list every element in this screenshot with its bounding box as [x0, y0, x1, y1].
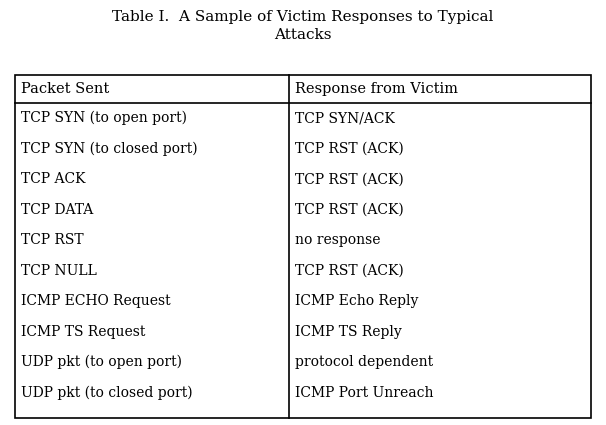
Text: TCP RST (ACK): TCP RST (ACK)	[295, 172, 404, 186]
Text: protocol dependent: protocol dependent	[295, 355, 433, 369]
Text: TCP RST (ACK): TCP RST (ACK)	[295, 142, 404, 156]
Text: ICMP TS Reply: ICMP TS Reply	[295, 325, 401, 339]
Text: Attacks: Attacks	[275, 28, 331, 42]
Text: ICMP Echo Reply: ICMP Echo Reply	[295, 294, 418, 308]
Text: TCP NULL: TCP NULL	[21, 264, 97, 278]
Text: TCP DATA: TCP DATA	[21, 203, 93, 217]
Text: ICMP Port Unreach: ICMP Port Unreach	[295, 386, 433, 400]
Text: TCP SYN/ACK: TCP SYN/ACK	[295, 111, 395, 125]
Text: TCP SYN (to closed port): TCP SYN (to closed port)	[21, 142, 198, 156]
Text: TCP ACK: TCP ACK	[21, 172, 85, 186]
Text: . . .: . . .	[21, 416, 42, 425]
Text: ICMP TS Request: ICMP TS Request	[21, 325, 145, 339]
Text: . . .: . . .	[295, 416, 316, 425]
Text: TCP RST (ACK): TCP RST (ACK)	[295, 203, 404, 217]
Text: TCP RST (ACK): TCP RST (ACK)	[295, 264, 404, 278]
Text: Response from Victim: Response from Victim	[295, 82, 458, 96]
Text: UDP pkt (to closed port): UDP pkt (to closed port)	[21, 385, 193, 400]
Text: TCP RST: TCP RST	[21, 233, 84, 247]
Text: Packet Sent: Packet Sent	[21, 82, 109, 96]
Bar	[15, 75, 591, 418]
Text: no response: no response	[295, 233, 380, 247]
Text: TCP SYN (to open port): TCP SYN (to open port)	[21, 111, 187, 125]
Text: Table I.  A Sample of Victim Responses to Typical: Table I. A Sample of Victim Responses to…	[112, 10, 494, 24]
Text: UDP pkt (to open port): UDP pkt (to open port)	[21, 355, 182, 369]
Text: ICMP ECHO Request: ICMP ECHO Request	[21, 294, 171, 308]
